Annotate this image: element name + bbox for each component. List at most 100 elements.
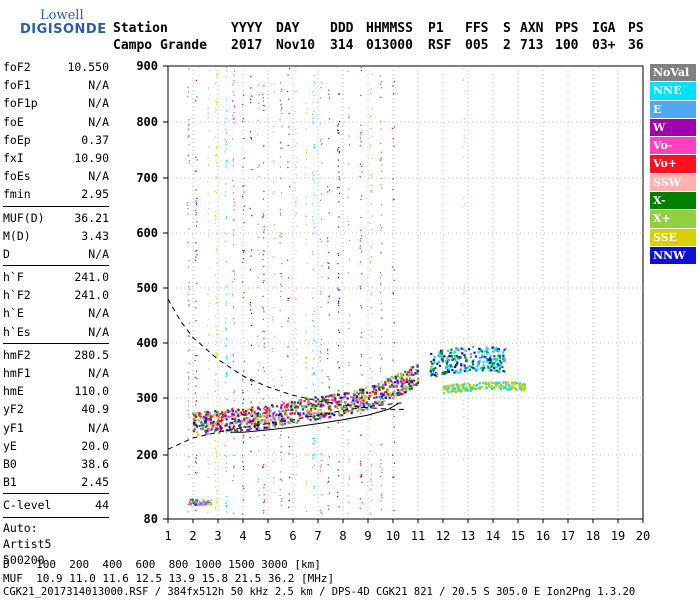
interference-dot (214, 390, 216, 393)
interference-dot (337, 150, 339, 152)
interference-dot (361, 502, 363, 504)
interference-dot (380, 381, 382, 383)
interference-dot (338, 297, 341, 299)
trace-point-o (217, 419, 220, 422)
trace-point-o (344, 401, 348, 404)
trace-point-o (299, 414, 302, 417)
param-value: N/A (88, 246, 109, 261)
legend-x: X+ (650, 210, 696, 229)
interference-dot (263, 494, 265, 496)
interference-dot (360, 287, 362, 290)
interference-dot (272, 477, 275, 479)
trace-point-o (239, 411, 242, 414)
trace-point-o (361, 393, 364, 397)
interference-dot (294, 182, 296, 184)
trace-point-upper (492, 363, 495, 366)
x-tick-label: 11 (411, 529, 425, 543)
trace-point-o (338, 400, 341, 403)
trace-point-o (216, 414, 219, 417)
interference-dot (215, 250, 217, 252)
interference-dot (370, 294, 373, 296)
interference-dot (258, 478, 260, 480)
interference-dot (337, 289, 339, 291)
interference-dot (232, 229, 235, 231)
trace-point-upper (493, 369, 497, 372)
interference-dot (233, 466, 235, 468)
trace-point-o (222, 413, 225, 416)
trace-point-o (265, 426, 268, 429)
trace-point-o (202, 425, 205, 428)
interference-dot (262, 412, 264, 415)
interference-dot (327, 301, 329, 304)
trace-point-o (393, 390, 396, 393)
interference-dot (337, 407, 339, 409)
interference-dot (207, 117, 209, 119)
interference-dot (250, 137, 252, 139)
interference-dot (393, 415, 395, 418)
trace-point-upper (433, 356, 436, 359)
trace-point-upper (440, 352, 444, 355)
interference-dot (320, 511, 322, 513)
interference-dot (188, 128, 190, 130)
interference-dot (243, 434, 245, 437)
interference-dot (215, 372, 217, 374)
trace-point-upper (495, 369, 498, 372)
trace-point-o (280, 421, 283, 424)
interference-dot (215, 216, 217, 218)
interference-dot (381, 494, 383, 496)
trace-point-o (236, 418, 239, 422)
interference-dot (188, 305, 190, 307)
trace-point-o (236, 420, 240, 423)
trace-point-o (387, 395, 390, 398)
interference-dot (337, 130, 339, 132)
interference-dot (225, 502, 227, 504)
interference-dot (288, 500, 290, 502)
param-key: fxI (3, 150, 24, 165)
interference-dot (281, 106, 283, 109)
interference-dot (381, 187, 383, 189)
trace-point-upper (453, 370, 456, 373)
interference-dot (232, 512, 235, 515)
interference-dot (207, 495, 209, 497)
param-md: M(D) 3.43 (3, 227, 109, 245)
param-value: N/A (88, 96, 109, 111)
interference-dot (463, 292, 465, 295)
interference-dot (195, 300, 197, 302)
interference-dot (379, 224, 382, 226)
interference-dot (196, 282, 198, 284)
trace-point-upper (460, 347, 463, 350)
trace-point-upper (485, 346, 488, 349)
interference-dot (463, 135, 465, 137)
trace-point-sse (467, 382, 470, 386)
low-echo-point (188, 503, 191, 506)
param-key: foF2 (3, 60, 31, 74)
interference-dot (233, 420, 235, 422)
trace-point-o (416, 382, 419, 385)
interference-dot (279, 208, 281, 211)
interference-dot (216, 192, 218, 194)
trace-point-o (213, 423, 217, 426)
trace-point-o (247, 416, 250, 420)
trace-point-o (297, 419, 300, 422)
interference-dot (312, 171, 314, 174)
interference-dot (188, 162, 190, 164)
param-hmf2: hmF2 280.5 (3, 346, 109, 364)
interference-dot (215, 352, 217, 354)
interference-dot (233, 475, 235, 477)
header-label-ddd: DDD (330, 21, 354, 36)
interference-dot (195, 457, 197, 459)
trace-point-upper (472, 363, 475, 366)
interference-dot (225, 117, 227, 120)
interference-dot (187, 129, 189, 131)
interference-dot (360, 305, 362, 307)
trace-point-o (360, 388, 364, 392)
interference-dot (369, 488, 371, 490)
interference-dot (216, 451, 218, 454)
interference-dot (296, 349, 298, 351)
trace-point-o (228, 425, 231, 429)
trace-point-o (362, 398, 366, 401)
trace-point-sse (522, 388, 525, 392)
interference-dot (360, 141, 362, 143)
interference-dot (233, 273, 236, 275)
trace-point-sse (444, 386, 447, 389)
